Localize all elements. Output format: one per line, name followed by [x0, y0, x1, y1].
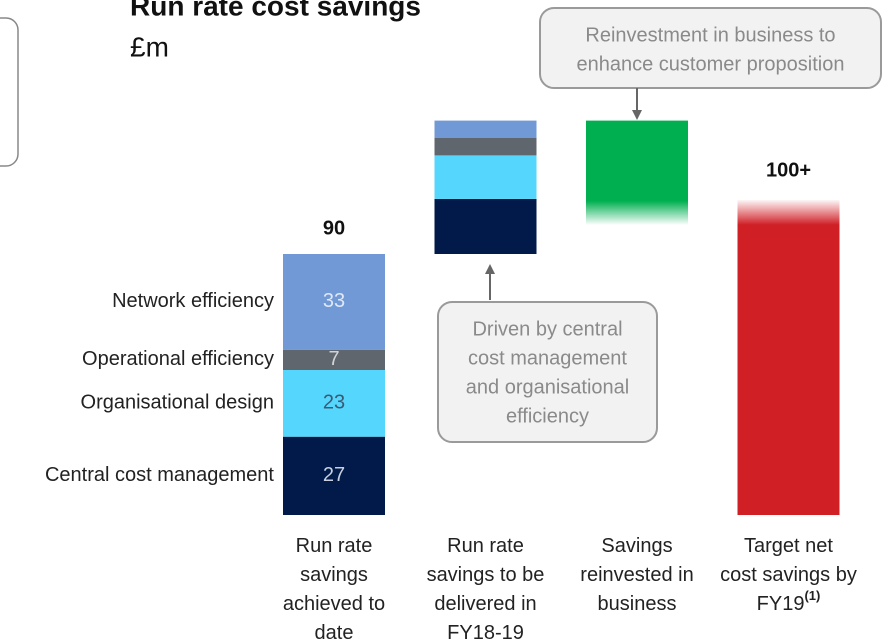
category-line: cost savings by — [720, 564, 857, 586]
bar-segment — [434, 138, 537, 156]
category-label: delivered in — [434, 593, 536, 615]
bar-segment — [737, 225, 840, 515]
category-label: cost savings by — [720, 564, 857, 586]
category-label: savings — [300, 564, 368, 586]
category-label: date — [315, 622, 354, 642]
category-line: delivered in — [434, 593, 536, 615]
category-label: savings to be — [427, 564, 545, 586]
category-line: FY19 — [757, 593, 805, 615]
bar-segment — [283, 254, 385, 350]
bar-fade — [586, 201, 688, 225]
total-label: 90 — [323, 217, 345, 239]
category-line: business — [598, 593, 677, 615]
annotation-text: cost management — [468, 347, 627, 369]
category-line: savings to be — [427, 564, 545, 586]
data-label: 100+ — [766, 159, 811, 181]
bar-segment — [283, 436, 385, 515]
category-line: Run rate — [296, 535, 373, 557]
series-label: Operational efficiency — [82, 348, 274, 370]
category-line: reinvested in — [580, 564, 693, 586]
category-label: business — [598, 593, 677, 615]
series-label: Organisational design — [81, 392, 274, 414]
annotation-text: enhance customer proposition — [577, 53, 845, 75]
side-panel — [0, 17, 19, 167]
bar-segment — [283, 370, 385, 437]
category-line: achieved to — [283, 593, 385, 615]
annotation-box — [437, 301, 658, 443]
category-line: Target net — [744, 535, 833, 557]
category-label: Run rate — [447, 535, 524, 557]
data-label: 7 — [328, 348, 339, 370]
annotation-text: Driven by central — [472, 318, 622, 340]
category-label: Target net — [744, 535, 833, 557]
category-line: savings — [300, 564, 368, 586]
chart-subtitle: £m — [130, 31, 169, 62]
category-line: Savings — [601, 535, 672, 557]
annotation-text: efficiency — [506, 405, 589, 427]
data-label: 27 — [323, 464, 345, 486]
category-label: reinvested in — [580, 564, 693, 586]
category-label: achieved to — [283, 593, 385, 615]
category-line: Run rate — [447, 535, 524, 557]
category-label: Savings — [601, 535, 672, 557]
annotation-text: Reinvestment in business to — [585, 24, 835, 46]
bar-segment — [434, 198, 537, 254]
bar-segment — [283, 349, 385, 370]
bar-fade — [737, 199, 840, 225]
category-line: FY18-19 — [447, 622, 524, 642]
chart-title: Run rate cost savings — [130, 0, 421, 21]
bar-segment — [434, 120, 537, 138]
category-line: date — [315, 622, 354, 642]
annotation-box — [539, 7, 882, 89]
series-label: Central cost management — [45, 464, 274, 486]
arrow-head — [632, 110, 642, 120]
data-label: 33 — [323, 290, 345, 312]
arrow-head — [485, 264, 495, 274]
annotation-text: and organisational — [466, 376, 629, 398]
category-label: FY18-19 — [447, 622, 524, 642]
footnote-mark: (1) — [804, 588, 820, 603]
bar-segment — [434, 155, 537, 199]
category-label: Run rate — [296, 535, 373, 557]
series-label: Network efficiency — [112, 290, 274, 312]
category-label: FY19(1) — [757, 588, 821, 615]
data-label: 23 — [323, 392, 345, 414]
